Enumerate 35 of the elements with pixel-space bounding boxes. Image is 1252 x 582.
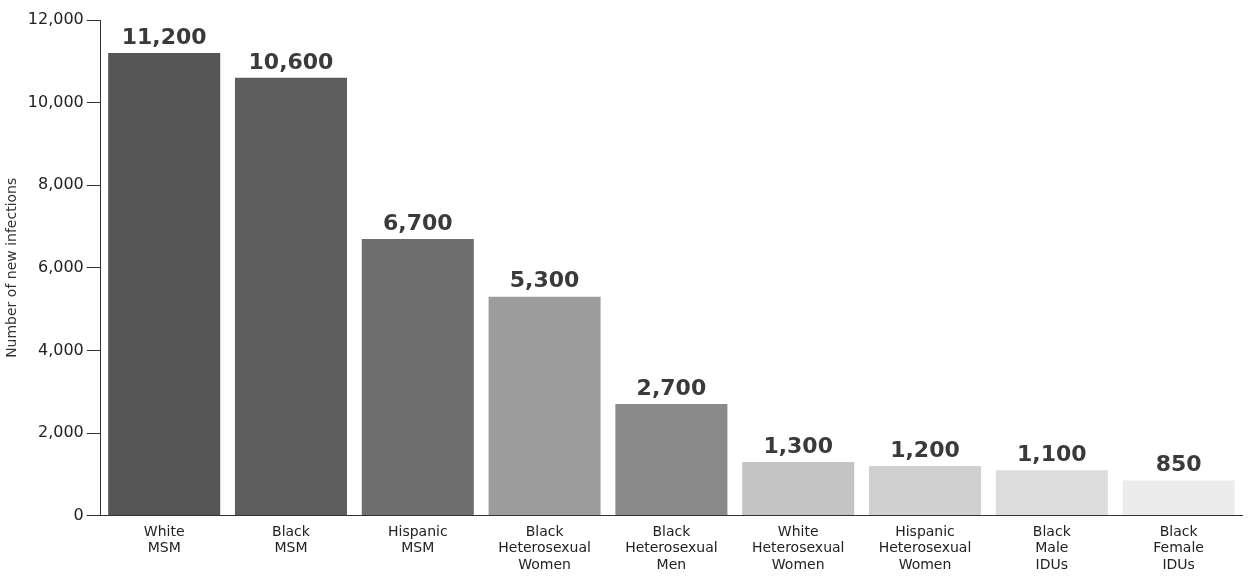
data-label: 2,700 bbox=[636, 374, 707, 400]
bar bbox=[361, 238, 474, 516]
y-axis-title: Number of new infections bbox=[3, 177, 20, 358]
x-tick-label: Black MSM bbox=[272, 522, 311, 556]
y-tick-label: 2,000 bbox=[37, 422, 84, 442]
data-label: 1,200 bbox=[890, 436, 960, 462]
x-tick-label: Black Heterosexual Women bbox=[498, 522, 591, 573]
x-tick-label: Hispanic Heterosexual Women bbox=[878, 522, 972, 573]
data-label: 1,100 bbox=[1017, 440, 1087, 466]
x-tick-label: Black Female IDUs bbox=[1153, 522, 1204, 573]
bar bbox=[108, 53, 221, 516]
data-label: 10,600 bbox=[248, 48, 334, 74]
bar bbox=[488, 296, 601, 516]
x-tick-label: Hispanic MSM bbox=[387, 522, 448, 556]
bar bbox=[742, 461, 855, 516]
x-tick-label: Black Male IDUs bbox=[1032, 522, 1072, 573]
data-label: 5,300 bbox=[509, 267, 580, 293]
bar bbox=[234, 77, 348, 516]
y-tick-label: 12,000 bbox=[27, 9, 84, 29]
y-tick-label: 0 bbox=[73, 504, 84, 524]
data-label: 11,200 bbox=[121, 23, 207, 49]
x-tick-label: White MSM bbox=[143, 522, 185, 556]
bar bbox=[1122, 480, 1235, 516]
x-tick-label: Black Heterosexual Men bbox=[625, 522, 718, 573]
bar bbox=[615, 404, 728, 516]
data-label: 850 bbox=[1155, 451, 1202, 477]
y-tick-label: 6,000 bbox=[37, 256, 84, 276]
y-tick-label: 10,000 bbox=[27, 91, 84, 111]
y-tick-label: 8,000 bbox=[37, 174, 84, 194]
bar bbox=[868, 466, 982, 516]
x-tick-label: White Heterosexual Women bbox=[751, 522, 845, 573]
y-tick-label: 4,000 bbox=[37, 339, 84, 359]
data-label: 1,300 bbox=[763, 432, 833, 458]
data-label: 6,700 bbox=[382, 209, 453, 235]
bar bbox=[995, 470, 1108, 516]
